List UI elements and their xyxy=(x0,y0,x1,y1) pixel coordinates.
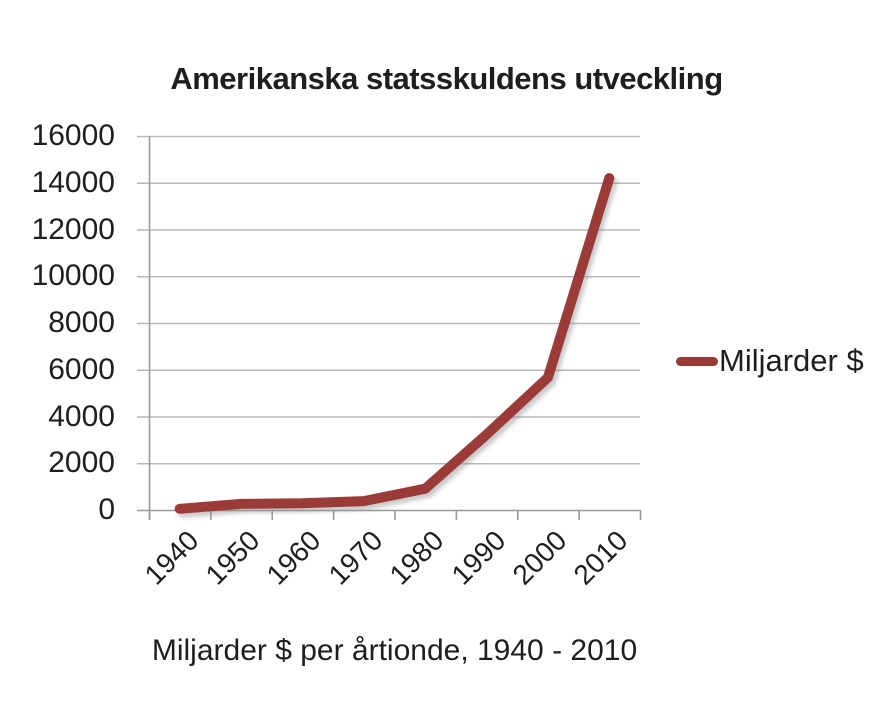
y-tick-label: 14000 xyxy=(31,165,115,199)
chart-caption: Miljarder $ per årtionde, 1940 - 2010 xyxy=(151,634,638,667)
chart-title: Amerikanska statsskuldens utveckling xyxy=(170,61,723,96)
y-tick-label: 6000 xyxy=(48,352,115,386)
y-tick-label: 4000 xyxy=(48,399,115,433)
data-line-series xyxy=(174,173,615,514)
y-tick-label: 2000 xyxy=(48,446,115,480)
y-tick-label: 16000 xyxy=(31,119,115,152)
legend: Miljarder $ xyxy=(676,345,864,377)
legend-label: Miljarder $ xyxy=(719,343,864,378)
legend-line-marker-icon xyxy=(676,356,718,366)
y-tick-label: 8000 xyxy=(48,306,115,339)
y-tick-label: 12000 xyxy=(31,212,115,246)
y-tick-label: 0 xyxy=(98,493,115,526)
y-tick-label: 10000 xyxy=(31,259,115,293)
